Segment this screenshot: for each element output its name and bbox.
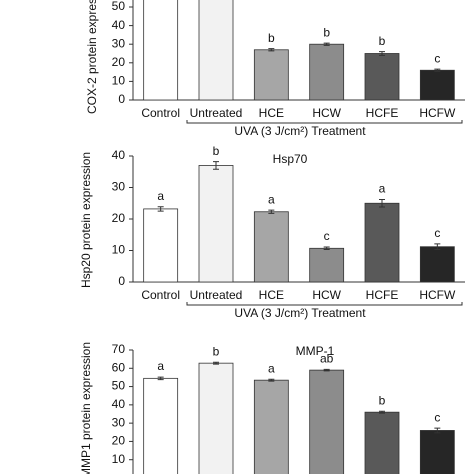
x-tick-label: HCFW	[419, 288, 456, 302]
x-tick-label: Control	[141, 288, 180, 302]
x-tick-label: HCW	[312, 106, 341, 120]
bar	[364, 202, 400, 283]
x-axis-label: UVA (3 J/cm²) Treatment	[234, 306, 366, 320]
significance-letter: b	[379, 393, 386, 407]
significance-letter: b	[213, 144, 220, 158]
y-tick-label: 70	[112, 342, 126, 356]
x-tick-label: HCE	[259, 288, 284, 302]
y-tick-label: 30	[112, 415, 126, 429]
y-tick-label: 30	[112, 36, 126, 50]
bar	[198, 362, 234, 474]
y-tick-label: 10	[112, 74, 126, 88]
y-tick-label: 40	[112, 148, 126, 162]
y-tick-label: 30	[112, 180, 126, 194]
treatment-bracket	[186, 302, 463, 306]
y-tick-label: 40	[112, 397, 126, 411]
y-tick-label: 10	[112, 243, 126, 257]
x-tick-label: HCFE	[366, 288, 399, 302]
error-bar	[157, 206, 164, 212]
y-tick-label: 50	[112, 379, 126, 393]
significance-letter: b	[379, 34, 386, 48]
error-bar	[157, 376, 164, 381]
y-axis-label: MMP1 protein expression	[79, 342, 93, 474]
y-tick-label: 50	[112, 0, 126, 13]
error-bar	[268, 48, 275, 52]
error-bar	[434, 427, 441, 434]
error-bar	[268, 378, 275, 382]
error-bar	[434, 243, 441, 251]
bar	[419, 246, 455, 283]
bar	[198, 165, 234, 283]
bar	[419, 430, 455, 474]
error-bar	[323, 368, 330, 372]
y-axis-label: Hsp20 protein expression	[79, 152, 93, 288]
x-tick-label: Untreated	[190, 106, 243, 120]
x-axis-label: UVA (3 J/cm²) Treatment	[234, 124, 366, 138]
significance-letter: a	[268, 192, 275, 206]
error-bar	[323, 42, 330, 46]
significance-letter: a	[157, 359, 164, 373]
error-bar	[379, 410, 385, 414]
bar	[364, 411, 400, 474]
significance-letter: b	[213, 344, 220, 358]
significance-letter: c	[324, 229, 330, 243]
bar	[253, 379, 289, 474]
y-axis-label: COX-2 protein expression	[85, 0, 99, 114]
bar	[419, 69, 455, 101]
x-tick-label: Control	[141, 106, 180, 120]
bar	[143, 0, 179, 101]
bar	[143, 208, 179, 283]
error-bar	[379, 198, 385, 208]
error-bar	[268, 209, 275, 214]
chart-title: MMP-1	[296, 344, 335, 358]
bar	[364, 53, 400, 101]
bar	[309, 247, 345, 283]
x-tick-label: HCE	[259, 106, 284, 120]
treatment-bracket	[186, 120, 463, 124]
significance-letter: b	[323, 25, 330, 39]
significance-letter: a	[268, 361, 275, 375]
significance-letter: b	[268, 31, 275, 45]
significance-letter: c	[434, 51, 440, 65]
significance-letter: a	[157, 189, 164, 203]
error-bar	[213, 361, 219, 365]
error-bar	[323, 246, 330, 251]
y-tick-label: 20	[112, 55, 126, 69]
x-tick-label: Untreated	[190, 288, 243, 302]
error-bar	[213, 161, 219, 170]
bar	[309, 369, 345, 474]
significance-letter: a	[379, 182, 386, 196]
bar	[143, 377, 179, 474]
y-tick-label: 40	[112, 18, 126, 32]
y-tick-label: 0	[118, 274, 125, 288]
y-tick-label: 60	[112, 360, 126, 374]
bar	[198, 0, 234, 101]
x-tick-label: HCFE	[366, 106, 399, 120]
y-tick-label: 20	[112, 434, 126, 448]
y-tick-label: 10	[112, 452, 126, 466]
error-bar	[379, 51, 385, 56]
y-tick-label: 0	[118, 92, 125, 106]
bar	[253, 211, 289, 283]
y-tick-label: 20	[112, 211, 126, 225]
x-tick-label: HCFW	[419, 106, 456, 120]
bar	[309, 43, 345, 101]
x-tick-label: HCW	[312, 288, 341, 302]
error-bar	[434, 68, 441, 72]
significance-letter: c	[434, 226, 440, 240]
chart-title: Hsp70	[273, 152, 308, 166]
bar	[253, 49, 289, 101]
significance-letter: ab	[320, 352, 334, 366]
significance-letter: c	[434, 410, 440, 424]
